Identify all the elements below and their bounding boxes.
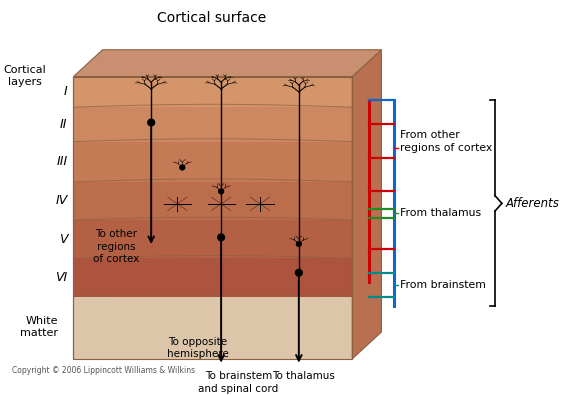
- Circle shape: [180, 165, 184, 170]
- Text: II: II: [60, 118, 67, 131]
- Text: V: V: [59, 233, 67, 246]
- Text: To thalamus: To thalamus: [272, 371, 335, 381]
- Polygon shape: [74, 258, 352, 297]
- Text: Cortical surface: Cortical surface: [157, 11, 266, 26]
- Polygon shape: [74, 77, 352, 107]
- Circle shape: [219, 189, 224, 194]
- Text: To brainstem
and spinal cord: To brainstem and spinal cord: [199, 371, 279, 394]
- Text: Afferents: Afferents: [506, 197, 560, 210]
- Text: From brainstem: From brainstem: [400, 280, 486, 290]
- Polygon shape: [74, 220, 352, 258]
- Text: IV: IV: [55, 194, 67, 207]
- Text: From other
regions of cortex: From other regions of cortex: [400, 130, 492, 153]
- Polygon shape: [352, 50, 381, 359]
- Polygon shape: [74, 107, 352, 142]
- Polygon shape: [74, 182, 352, 220]
- Text: III: III: [57, 155, 67, 168]
- Text: Copyright © 2006 Lippincott Williams & Wilkins: Copyright © 2006 Lippincott Williams & W…: [13, 366, 195, 375]
- Polygon shape: [74, 50, 381, 77]
- Polygon shape: [74, 297, 352, 359]
- Text: Cortical
layers: Cortical layers: [3, 65, 46, 87]
- Text: From thalamus: From thalamus: [400, 209, 481, 218]
- Circle shape: [295, 269, 302, 276]
- Circle shape: [148, 119, 155, 126]
- Text: To other
regions
of cortex: To other regions of cortex: [93, 229, 139, 264]
- Text: To opposite
hemisphere: To opposite hemisphere: [167, 337, 229, 359]
- Text: White
matter: White matter: [20, 316, 58, 339]
- Text: I: I: [64, 85, 67, 98]
- Text: VI: VI: [55, 271, 67, 284]
- Polygon shape: [74, 142, 352, 182]
- Circle shape: [296, 242, 301, 246]
- Circle shape: [218, 234, 224, 241]
